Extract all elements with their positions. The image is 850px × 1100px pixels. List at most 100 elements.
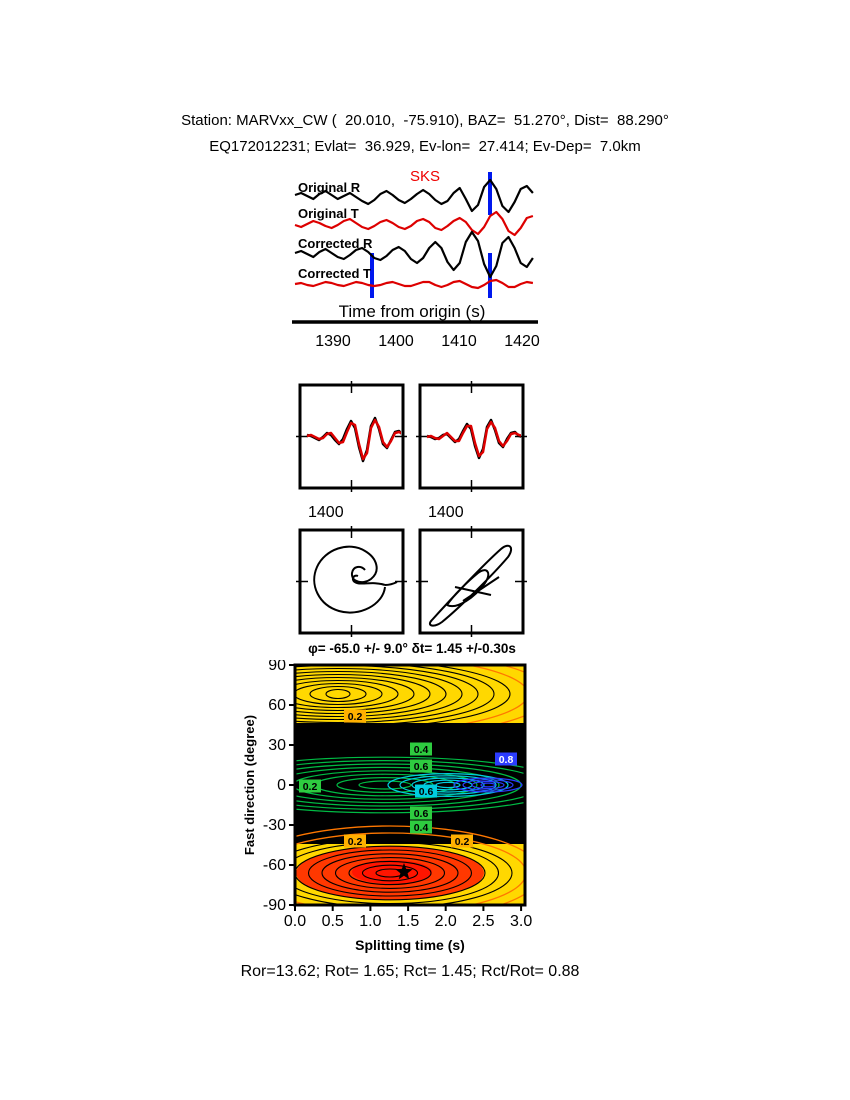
contour-ring bbox=[296, 766, 500, 804]
contour-ring bbox=[391, 666, 495, 723]
x-tick-label: 1.0 bbox=[359, 913, 381, 930]
trace-label-corrected-t: Corrected T bbox=[298, 266, 371, 281]
contour-level-chip bbox=[415, 784, 437, 798]
best-fit-star bbox=[395, 863, 413, 880]
contour-ring bbox=[296, 825, 524, 904]
contour-level-chip bbox=[410, 806, 432, 820]
contour-ring bbox=[453, 777, 523, 793]
contour-level-label: 0.4 bbox=[414, 822, 429, 834]
x-tick-label: 0.5 bbox=[322, 913, 344, 930]
x-tick-label: 2.5 bbox=[472, 913, 494, 930]
contour-level-label: 0.6 bbox=[419, 786, 434, 798]
time-tick-label: 1400 bbox=[378, 333, 414, 350]
contour-level-chip bbox=[299, 779, 321, 793]
x-tick-label: 3.0 bbox=[510, 913, 532, 930]
particle-motion-frame bbox=[298, 528, 405, 635]
trace-original-t bbox=[294, 210, 534, 237]
contour-ring bbox=[480, 782, 496, 788]
x-axis-label: Splitting time (s) bbox=[355, 937, 465, 953]
contour-ring bbox=[307, 849, 473, 897]
particle-motion-frame bbox=[418, 528, 525, 635]
contour-ring bbox=[296, 756, 524, 814]
contour-ring bbox=[348, 860, 432, 886]
results-line: Ror=13.62; Rot= 1.65; Rct= 1.45; Rct/Rot… bbox=[240, 963, 580, 980]
y-tick-label: -60 bbox=[263, 857, 286, 874]
contour-level-chip bbox=[344, 709, 366, 723]
time-tick-label: 1410 bbox=[441, 333, 477, 350]
time-tick-label: 1390 bbox=[315, 333, 351, 350]
contour-ring bbox=[296, 760, 524, 810]
contour-ring bbox=[296, 666, 479, 723]
overlay-trace bbox=[306, 418, 401, 461]
contour-ring bbox=[296, 670, 447, 718]
contour-level-chip bbox=[495, 752, 517, 766]
contour-level-chip bbox=[410, 820, 432, 834]
figure-title-line2: EQ172012231; Evlat= 36.929, Ev-lon= 27.4… bbox=[209, 138, 641, 155]
trace-label-corrected-r: Corrected R bbox=[298, 236, 373, 251]
contour-ring bbox=[387, 772, 509, 797]
trace-label-original-r: Original R bbox=[298, 180, 361, 195]
energy-contour-panel: 0.2 0.4 0.6 0.8 0.2 0.6 0.6 0.4 0.2 0.2 0.0 0.5 1.0 1… bbox=[242, 660, 532, 953]
contour-level-label: 0.2 bbox=[348, 711, 363, 723]
phase-label: SKS bbox=[410, 168, 440, 185]
x-tick-label: 1.5 bbox=[397, 913, 419, 930]
waveform-overlay-panel: 1400 1400 bbox=[296, 381, 527, 521]
contour-ring bbox=[334, 857, 446, 889]
contour-ring bbox=[309, 685, 367, 703]
y-tick-label: -30 bbox=[263, 817, 286, 834]
contour-ring bbox=[296, 667, 463, 721]
contour-level-chip bbox=[410, 759, 432, 773]
x-tick-label: 0.0 bbox=[284, 913, 306, 930]
figure-title-line1: Station: MARVxx_CW ( 20.010, -75.910), B… bbox=[181, 112, 669, 129]
contour-ring bbox=[296, 840, 513, 904]
contour-level-label: 0.6 bbox=[414, 808, 429, 820]
overlay-box-frame bbox=[418, 383, 525, 490]
contour-level-label: 0.2 bbox=[303, 781, 318, 793]
contour-ring bbox=[296, 676, 415, 712]
contour-level-chip bbox=[451, 834, 473, 848]
contour-title: φ= -65.0 +/- 9.0° δt= 1.45 +/-0.30s bbox=[308, 641, 516, 656]
y-tick-label: 90 bbox=[268, 660, 286, 674]
contour-level-label: 0.2 bbox=[455, 836, 470, 848]
contour-level-label: 0.8 bbox=[499, 754, 514, 766]
overlay-box-time-label: 1400 bbox=[428, 504, 464, 521]
contour-ring bbox=[411, 777, 485, 793]
contour-level-chip bbox=[344, 834, 366, 848]
trace-corrected-t bbox=[294, 278, 534, 290]
contour-level-label: 0.6 bbox=[414, 761, 429, 773]
contour-level-label: 0.2 bbox=[348, 836, 363, 848]
contour-ring bbox=[296, 679, 399, 709]
contour-ring bbox=[296, 832, 524, 904]
contour-ring bbox=[321, 853, 459, 893]
contour-ring bbox=[296, 763, 522, 807]
particle-motion-panel bbox=[296, 526, 527, 637]
overlay-trace bbox=[426, 420, 521, 458]
y-tick-label: 30 bbox=[268, 737, 286, 754]
contour-ring bbox=[426, 666, 511, 723]
trace-original-r bbox=[294, 178, 534, 214]
trace-corrected-r bbox=[294, 230, 534, 279]
y-tick-label: 0 bbox=[277, 777, 286, 794]
time-axis-label: Time from origin (s) bbox=[339, 302, 486, 321]
contour-ring bbox=[296, 682, 383, 706]
y-tick-label: -90 bbox=[263, 897, 286, 914]
contour-ring bbox=[325, 688, 351, 700]
contour-ring bbox=[296, 673, 431, 715]
contour-ring bbox=[471, 780, 505, 790]
particle-motion-path bbox=[428, 544, 512, 627]
contour-ring bbox=[296, 845, 486, 901]
y-tick-label: 60 bbox=[268, 697, 286, 714]
contour-level-label: 0.4 bbox=[414, 744, 429, 756]
contour-level-chip bbox=[410, 742, 432, 756]
contour-ring bbox=[399, 775, 497, 795]
contour-ring bbox=[462, 779, 514, 791]
time-tick-label: 1420 bbox=[504, 333, 540, 350]
x-tick-label: 2.0 bbox=[435, 913, 457, 930]
contour-ring bbox=[296, 770, 478, 800]
trace-label-original-t: Original T bbox=[298, 206, 359, 221]
overlay-box-frame bbox=[298, 383, 405, 490]
overlay-box-time-label: 1400 bbox=[308, 504, 344, 521]
contour-ring bbox=[361, 864, 419, 882]
y-axis-label: Fast direction (degree) bbox=[242, 715, 257, 855]
particle-motion-path bbox=[313, 545, 398, 614]
